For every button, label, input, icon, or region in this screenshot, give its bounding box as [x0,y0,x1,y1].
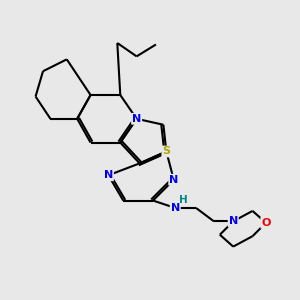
Text: H: H [179,195,188,205]
Text: O: O [261,218,271,228]
Text: N: N [229,216,238,226]
Text: N: N [169,175,178,185]
Text: N: N [171,203,180,213]
Text: N: N [132,114,141,124]
Text: S: S [162,146,170,157]
Text: N: N [104,170,113,180]
